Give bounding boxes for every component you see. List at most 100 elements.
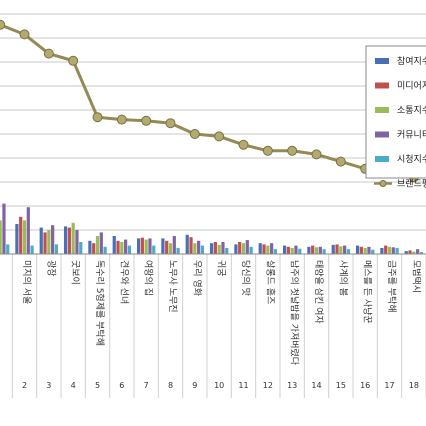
line-point-1: [0, 19, 6, 30]
category-label-18: 모범택시: [410, 260, 421, 293]
bar-series-group: [0, 203, 424, 254]
line-series-path: [0, 23, 415, 179]
rank-label-8: 8: [168, 381, 173, 390]
bar-3-13: [290, 248, 294, 254]
line-point-9: [189, 129, 200, 139]
bar-4-2: [26, 207, 30, 254]
bar-3-4: [71, 222, 75, 254]
bar-2-6: [116, 240, 120, 254]
legend-label-3: 소통지수: [397, 105, 426, 116]
bar-2-9: [189, 237, 193, 254]
category-label-6: 견우와 선녀: [118, 260, 130, 304]
bar-4-5: [99, 232, 103, 254]
bar-2-12: [262, 244, 266, 254]
bar-5-16: [371, 249, 375, 254]
rank-label-13: 13: [287, 381, 297, 390]
category-label-16: 메스를 든 사냥꾼: [362, 260, 373, 324]
rank-label-5: 5: [95, 381, 100, 390]
bar-3-7: [144, 239, 148, 254]
rank-label-2: 2: [22, 381, 27, 390]
legend-label-4: 커뮤니티지수: [397, 130, 426, 141]
category-label-12: 살롱드 홈즈: [264, 260, 276, 304]
bar-4-12: [270, 243, 274, 254]
line-point-10: [214, 131, 225, 142]
rank-label-12: 12: [263, 381, 273, 390]
bar-4-16: [367, 246, 371, 254]
line-point-6: [116, 114, 127, 125]
bar-4-17: [391, 247, 395, 254]
line-point-3: [43, 48, 54, 59]
category-labels: 미지의 서울 광장 굿보이 독수리 5형제를 부탁해 견우와 선녀 여왕의 집 노무사 노무…: [21, 260, 421, 366]
line-point-14: [311, 149, 322, 160]
bar-3-14: [314, 247, 319, 254]
bar-2-7: [140, 237, 144, 254]
bar-2-8: [165, 240, 169, 254]
bar-5-17: [395, 248, 399, 254]
rank-label-10: 10: [214, 381, 224, 390]
category-label-9: 우리 영화: [191, 260, 202, 296]
bar-5-8: [176, 248, 180, 254]
legend-swatch-2: [375, 82, 389, 89]
bar-4-9: [197, 240, 201, 254]
gridlines: [0, 13, 426, 398]
bar-5-13: [298, 248, 302, 254]
bar-2-11: [238, 242, 242, 254]
bar-1-2: [15, 224, 19, 254]
category-label-13: 남주의 첫날밤을 가져버렸다: [289, 260, 301, 366]
bar-3-9: [193, 243, 197, 254]
bar-4-14: [318, 246, 322, 254]
bar-4-10: [221, 242, 225, 254]
bar-1-16: [355, 245, 360, 254]
line-point-4: [68, 55, 79, 66]
line-point-2: [19, 29, 30, 40]
legend-marker-6: [379, 180, 387, 187]
bar-1-14: [307, 246, 311, 254]
bar-5-10: [225, 248, 229, 254]
line-series-group: [0, 19, 419, 183]
bar-3-2: [22, 220, 27, 254]
line-point-12: [262, 145, 273, 156]
legend: 참여지수미디어지수소통지수커뮤니티지수시청지수브랜드평판지수: [365, 45, 426, 190]
bar-4-15: [343, 245, 347, 254]
bar-4-1: [2, 203, 6, 254]
bar-3-10: [217, 244, 221, 254]
bar-1-4: [63, 226, 68, 254]
rank-label-17: 17: [384, 381, 394, 390]
bar-1-10: [209, 243, 214, 254]
bar-2-5: [92, 243, 96, 254]
bar-2-4: [67, 227, 71, 254]
bar-1-17: [380, 248, 384, 254]
bar-5-14: [322, 249, 326, 254]
line-point-7: [141, 115, 152, 126]
bar-1-3: [39, 227, 43, 254]
bar-3-11: [241, 243, 246, 254]
bar-4-7: [148, 238, 152, 254]
rank-label-4: 4: [71, 381, 76, 390]
legend-label-1: 참여지수: [397, 55, 426, 67]
bar-3-8: [168, 243, 173, 254]
rank-label-9: 9: [192, 381, 197, 390]
bar-2-3: [43, 232, 47, 254]
legend-swatch-1: [375, 58, 389, 64]
rank-label-15: 15: [336, 381, 346, 390]
bar-4-11: [245, 240, 249, 254]
bar-1-6: [112, 236, 116, 254]
line-point-15: [335, 156, 346, 167]
bar-4-18: [416, 249, 420, 254]
bar-2-15: [335, 244, 339, 254]
bar-5-4: [79, 242, 83, 254]
bar-1-12: [258, 243, 262, 254]
bar-3-12: [266, 245, 270, 254]
category-label-2: 미지의 서울: [21, 260, 32, 304]
bar-4-13: [294, 245, 298, 254]
bar-4-4: [75, 230, 79, 254]
bar-1-8: [161, 238, 165, 254]
bar-5-5: [103, 246, 107, 254]
bar-1-5: [88, 240, 92, 254]
bar-2-14: [311, 245, 315, 254]
bar-3-5: [95, 236, 100, 254]
bar-5-2: [30, 245, 34, 254]
bar-1-13: [282, 245, 287, 254]
line-point-13: [287, 145, 298, 156]
